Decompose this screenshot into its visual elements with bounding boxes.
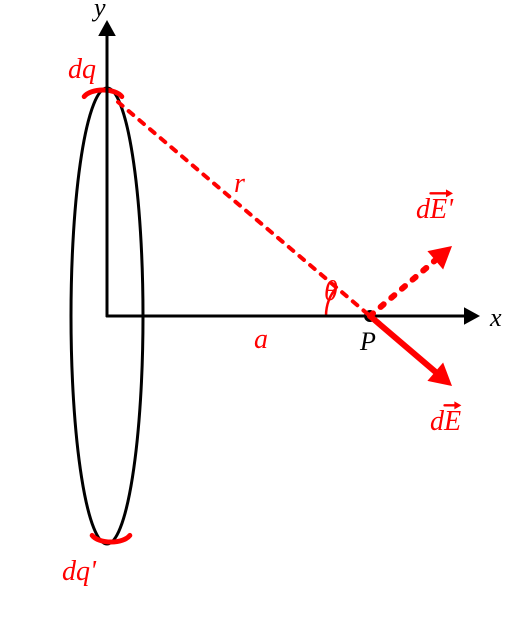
dq-bottom-label: dq' [62, 556, 97, 587]
svg-text:y: y [91, 0, 106, 22]
dEprime-vector [370, 258, 438, 316]
point-p-label: P [359, 327, 376, 356]
dE-vector [370, 316, 438, 374]
svg-text:x: x [489, 303, 502, 332]
r-label: r [234, 168, 245, 199]
a-label: a [254, 324, 268, 355]
dE-label: dE [430, 406, 461, 437]
theta-label: θ [324, 276, 338, 307]
dEprime-label: dE' [416, 194, 454, 225]
dq-top-label: dq [68, 54, 96, 85]
